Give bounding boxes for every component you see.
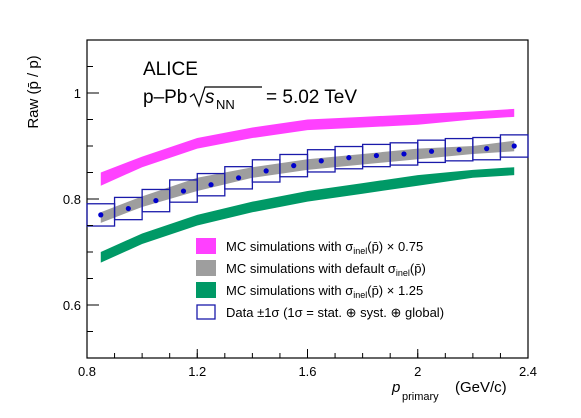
y-axis: 0.6 0.8 1: [63, 39, 99, 359]
data-point: [428, 148, 435, 154]
legend-swatch: [196, 260, 216, 276]
data-point: [484, 146, 490, 152]
legend-swatch: [196, 304, 216, 320]
legend-label: MC simulations with σinel(p̄) × 1.25: [226, 283, 423, 300]
x-axis-title-main: p: [391, 379, 400, 396]
mc-band-0: [100, 108, 515, 186]
x-tick-label: 0.8: [78, 364, 96, 379]
x-tick-label: 2.4: [519, 364, 537, 379]
experiment-label: ALICE: [143, 59, 198, 80]
x-tick-label: 1.2: [188, 364, 206, 379]
energy-symbol: s: [205, 87, 215, 108]
energy-label: s NN = 5.02 TeV: [189, 86, 357, 112]
legend-swatch: [196, 238, 216, 254]
data-point: [125, 205, 131, 212]
system-label: p–Pb: [143, 87, 187, 108]
data-point: [235, 175, 242, 181]
energy-value: = 5.02 TeV: [266, 87, 357, 108]
data-point: [263, 168, 269, 174]
data-layer: [86, 134, 529, 227]
data-point: [98, 212, 104, 218]
x-axis-title: p primary (GeV/c): [391, 379, 507, 403]
data-box: [499, 134, 529, 158]
x-axis-title-sub: primary: [402, 391, 439, 403]
data-point: [208, 182, 214, 188]
legend-label: Data ±1σ (1σ = stat. ⊕ syst. ⊕ global): [226, 305, 444, 320]
legend-swatch: [196, 282, 216, 298]
x-axis: 0.8 1.2 1.6 2 2.4: [78, 349, 537, 379]
data-point: [346, 155, 352, 161]
y-tick-label: 1: [74, 86, 81, 101]
y-axis-title: Raw (p̄ / p): [25, 55, 42, 128]
x-axis-title-unit: (GeV/c): [455, 379, 507, 396]
legend-label: MC simulations with σinel(p̄) × 0.75: [226, 239, 423, 256]
energy-subscript: NN: [216, 97, 235, 112]
mc-band-2: [100, 167, 515, 263]
data-point: [291, 163, 297, 169]
y-tick-label: 0.8: [63, 192, 81, 207]
data-point: [511, 143, 517, 149]
data-point: [318, 158, 324, 164]
x-tick-label: 1.6: [298, 364, 316, 379]
legend: MC simulations with σinel(p̄) × 0.75 MC s…: [196, 238, 444, 320]
data-point: [180, 188, 187, 194]
data-point: [401, 151, 407, 157]
data-point: [456, 147, 462, 153]
legend-label: MC simulations with default σinel(p̄): [226, 261, 426, 278]
y-tick-label: 0.6: [63, 298, 81, 313]
data-point: [373, 152, 380, 159]
data-point: [153, 197, 159, 204]
sqrt-sign: [189, 86, 262, 108]
x-tick-label: 2: [414, 364, 421, 379]
